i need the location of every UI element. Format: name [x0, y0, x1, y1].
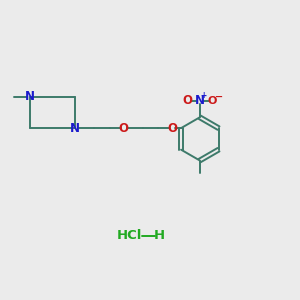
Text: N: N: [25, 90, 35, 104]
Text: +: +: [200, 91, 206, 100]
Text: HCl: HCl: [116, 229, 142, 242]
Text: O: O: [208, 96, 217, 106]
Text: N: N: [195, 94, 205, 107]
Text: N: N: [70, 122, 80, 135]
Text: H: H: [154, 229, 165, 242]
Text: O: O: [182, 94, 192, 107]
Text: −: −: [215, 92, 223, 102]
Text: O: O: [167, 122, 177, 135]
Text: O: O: [118, 122, 129, 135]
